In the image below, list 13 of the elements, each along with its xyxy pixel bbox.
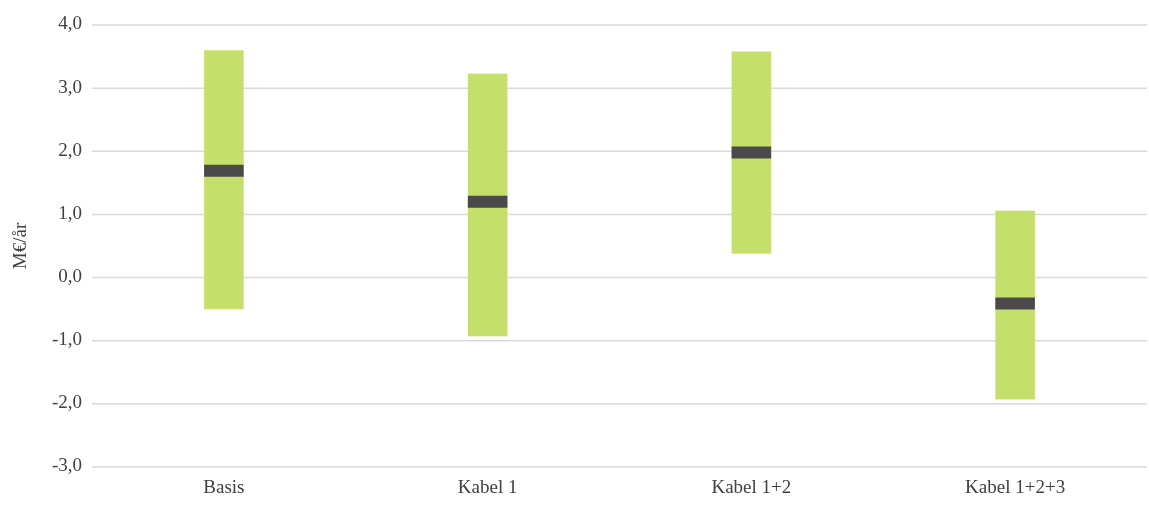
- y-tick-label: 3,0: [58, 75, 82, 97]
- y-tick-label: 4,0: [58, 12, 82, 34]
- x-tick-label: Kabel 1+2+3: [965, 476, 1066, 497]
- y-tick-label: 0,0: [58, 264, 82, 286]
- x-tick-label: Kabel 1+2: [711, 476, 792, 497]
- y-tick-label: -2,0: [51, 391, 82, 413]
- x-tick-label: Basis: [203, 476, 245, 497]
- x-tick-label: Kabel 1: [457, 476, 518, 497]
- y-tick-label: -3,0: [51, 454, 82, 476]
- y-tick-label: 2,0: [58, 138, 82, 160]
- y-axis-title: M€/år: [9, 222, 30, 270]
- y-tick-label: -1,0: [51, 328, 82, 350]
- y-tick-label: 1,0: [58, 201, 82, 223]
